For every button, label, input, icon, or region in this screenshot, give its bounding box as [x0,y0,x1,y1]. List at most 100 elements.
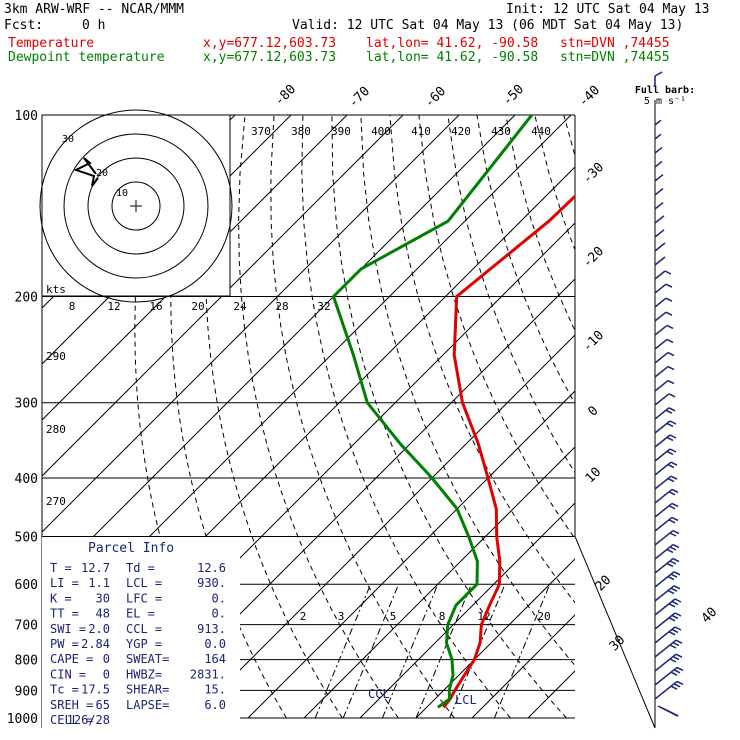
wind-barb-feather [676,680,684,686]
parcel-info-key: CELL = [50,713,93,727]
hodograph-speed-label: 16 [149,300,162,313]
wind-barb-feather [670,587,678,592]
isotherm-label: 30 [607,633,629,655]
theta-label: 390 [331,125,351,138]
wind-barb-feather [672,543,680,549]
wind-barb-feather [673,683,681,688]
isotherm-line [527,670,575,719]
mixing-ratio-line [381,584,439,719]
parcel-info-value: 48 [96,607,110,621]
dry-adiabat [593,115,740,718]
parcel-info-key: LI = [50,576,79,590]
dry-adiabat [709,115,740,718]
wind-barb [654,380,669,392]
hodograph-speed-label: 12 [107,300,120,313]
isotherm-label: -30 [580,160,607,187]
dry-adiabat [680,115,740,718]
hodograph-trace [73,157,99,187]
dry-adiabat [301,115,511,719]
isotherm-label: -80 [272,82,299,109]
isotherm-line [191,334,575,719]
wind-barb-feather [667,379,675,385]
pressure-label-700: 700 [15,619,38,634]
hodograph-speed-label: 24 [233,300,247,313]
station-dew: stn=DVN ,74455 [560,50,670,65]
mixing-ratio-line [493,584,551,719]
parcel-info-title: Parcel Info [88,541,174,556]
wind-barb [654,407,670,420]
wind-barb-feather [674,612,682,617]
parcel-info-value: 12.6 [197,561,226,575]
parcel-info-value: 2.0 [88,622,110,636]
wind-barb [654,420,671,434]
hodograph-ring [87,157,185,255]
wind-barb-feather [669,420,677,425]
wind-barb [654,229,665,238]
dry-adiabat [238,115,399,719]
parcel-info-key: CAPE = [50,652,93,666]
pressure-label-1000: 1000 [7,712,38,727]
wind-barb [654,242,666,252]
parcel-info-value: 0 [103,652,110,666]
mixing-ratio-line [449,584,506,719]
wind-barb [654,612,676,630]
isotherm-label: -70 [346,84,373,111]
isotherm-line [471,614,575,719]
parcel-info-key: LFC = [126,591,162,605]
theta-label: 420 [451,125,471,138]
isotherm-label: -20 [580,244,607,271]
parcel-info-key: SWI = [50,622,86,636]
parcel-info-value: 17.5 [81,683,110,697]
parcel-info-key: TT = [50,607,79,621]
hodograph-ring-label: 10 [116,188,128,199]
wind-barb-feather [667,589,675,595]
parcel-info-key: CCL = [126,622,162,636]
wind-barb-feather [670,685,678,690]
pressure-label-100: 100 [15,109,38,124]
theta-label: 380 [291,125,311,138]
wind-barb [654,338,668,350]
wind-barb-feather [666,548,674,554]
model-title: 3km ARW-WRF -- NCAR/MMM [4,2,185,17]
lcl-label: LCL [455,693,477,707]
latlon-temp: lat,lon= 41.62, -90.58 [366,36,539,51]
isotherm-line [303,446,575,719]
forecast-label: Fcst: [4,18,44,33]
isotherm-line [415,558,575,719]
theta-label: 400 [371,125,391,138]
hodograph-ring-label: 30 [62,134,74,145]
parcel-info-key: PW = [50,637,79,651]
pressure-label-600: 600 [15,578,38,593]
wind-barb-cluster [671,712,679,717]
pressure-label-500: 500 [15,530,38,545]
dry-adiabat [270,115,455,719]
dry-adiabat [447,115,575,474]
wind-barb-feather [668,393,676,398]
isotherm-line [42,115,460,533]
wind-barb-feather [666,324,674,330]
wind-barb-feather [675,639,683,644]
parcel-info-value: 0. [212,607,226,621]
dry-adiabat [418,115,575,540]
wind-barb [654,215,665,224]
wind-barb [654,324,668,336]
wind-barb-feather [666,450,674,456]
parcel-info-value: 0. [212,591,226,605]
wind-barb-feather [665,283,673,288]
wind-barb-feather [669,448,677,453]
wind-barb-feather [668,505,676,510]
parcel-info-value: 1.1 [88,576,110,590]
wind-barb-feather [670,461,678,466]
wind-barb-feather [669,532,677,537]
wind-barb-feather [665,409,673,414]
wind-barb-feather [668,631,676,636]
parcel-info-key: CIN = [50,667,86,681]
wind-barb-feather [671,516,679,522]
parcel-info-key: HWBZ= [126,667,162,681]
parcel-info-value: 6.0 [204,698,226,712]
wind-barb-feather [669,644,677,649]
wind-barb-feather [671,614,679,620]
parcel-info-value: 913. [197,622,226,636]
hodograph-speed-label: 32 [317,300,330,313]
latlon-dew: lat,lon= 41.62, -90.58 [366,50,539,65]
